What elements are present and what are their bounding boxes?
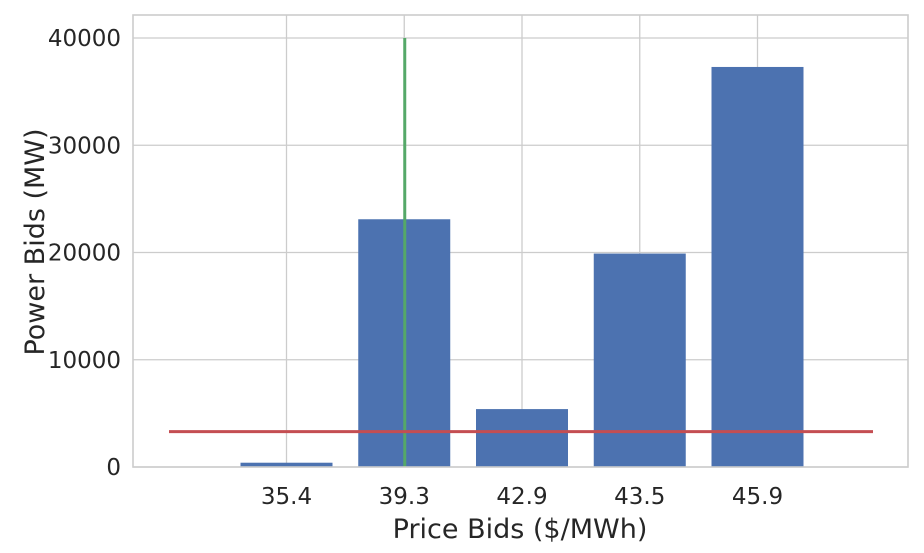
y-tick-label: 40000 bbox=[48, 26, 121, 52]
x-axis-label: Price Bids ($/MWh) bbox=[393, 514, 648, 545]
bars bbox=[240, 66, 804, 468]
plot-frame bbox=[132, 14, 909, 468]
y-tick-labels: 0 10000 20000 30000 40000 bbox=[48, 26, 121, 481]
x-tick-label: 39.3 bbox=[379, 484, 430, 510]
overlay-lines bbox=[169, 38, 873, 467]
bar bbox=[711, 66, 804, 468]
bar bbox=[476, 409, 568, 467]
bar bbox=[240, 462, 333, 467]
x-tick-label: 35.4 bbox=[261, 484, 312, 510]
x-tick-labels: 35.4 39.3 42.9 43.5 45.9 bbox=[261, 484, 783, 510]
bar bbox=[593, 253, 686, 467]
x-tick-label: 43.5 bbox=[614, 484, 665, 510]
y-tick-label: 10000 bbox=[48, 348, 121, 374]
y-tick-label: 0 bbox=[106, 455, 121, 481]
x-tick-label: 45.9 bbox=[732, 484, 783, 510]
y-axis-label: Power Bids (MW) bbox=[20, 128, 51, 355]
x-tick-label: 42.9 bbox=[496, 484, 547, 510]
y-tick-label: 30000 bbox=[48, 133, 121, 159]
y-tick-label: 20000 bbox=[48, 241, 121, 267]
